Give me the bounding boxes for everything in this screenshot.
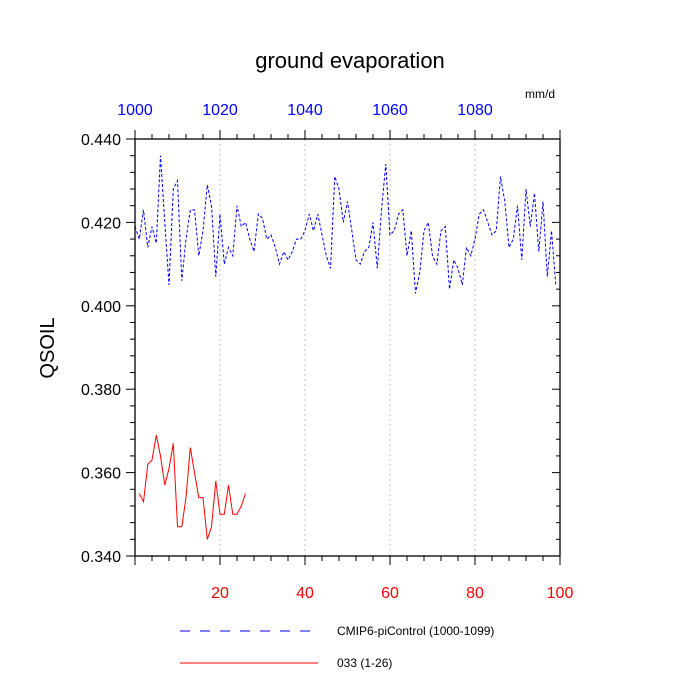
tick-label-top-0: 1000 bbox=[117, 102, 153, 119]
legend: CMIP6-piControl (1000-1099) 033 (1-26) bbox=[180, 624, 494, 670]
chart-title: ground evaporation bbox=[255, 48, 445, 73]
tick-label-left-0: 0.340 bbox=[81, 549, 121, 566]
tick-label-top-4: 1080 bbox=[457, 102, 493, 119]
legend-label-1: 033 (1-26) bbox=[337, 656, 392, 670]
tick-label-top-3: 1060 bbox=[372, 102, 408, 119]
tick-label-bottom-3: 80 bbox=[466, 585, 484, 602]
series-lines bbox=[134, 155, 557, 540]
tick-label-left-1: 0.360 bbox=[81, 466, 121, 483]
tick-label-top-2: 1040 bbox=[287, 102, 323, 119]
series-line-1 bbox=[138, 435, 246, 540]
tick-label-top-1: 1020 bbox=[202, 102, 238, 119]
plot-frame bbox=[134, 138, 561, 557]
y-axis-label: QSOIL bbox=[37, 317, 59, 378]
series-line-0 bbox=[134, 155, 557, 294]
legend-label-0: CMIP6-piControl (1000-1099) bbox=[337, 624, 494, 638]
tick-label-bottom-0: 20 bbox=[211, 585, 229, 602]
tick-label-left-4: 0.420 bbox=[81, 215, 121, 232]
tick-label-left-3: 0.400 bbox=[81, 299, 121, 316]
tick-label-bottom-2: 60 bbox=[381, 585, 399, 602]
tick-label-bottom-1: 40 bbox=[296, 585, 314, 602]
tick-label-left-5: 0.440 bbox=[81, 132, 121, 149]
axis-ticks bbox=[126, 130, 561, 565]
tick-labels: 20 40 60 80 100 1000 1020 1040 1060 1080 0.340 0.36… bbox=[81, 102, 573, 602]
units-label: mm/d bbox=[525, 87, 555, 101]
tick-label-bottom-4: 100 bbox=[547, 585, 574, 602]
tick-label-left-2: 0.380 bbox=[81, 382, 121, 399]
